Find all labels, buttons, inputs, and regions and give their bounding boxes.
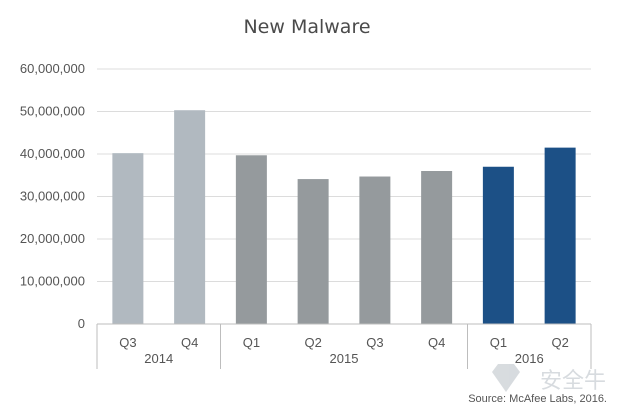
y-tick-label: 60,000,000 xyxy=(20,61,85,76)
bar-2014-q3 xyxy=(112,153,144,324)
y-tick-label: 30,000,000 xyxy=(20,189,85,204)
x-category-label: Q4 xyxy=(181,335,198,350)
x-category-label: Q2 xyxy=(304,335,321,350)
watermark: 安全牛 xyxy=(492,364,606,394)
bar-2015-q3 xyxy=(359,176,391,324)
bar-2015-q1 xyxy=(235,155,267,324)
chart-title: New Malware xyxy=(243,16,370,38)
bars xyxy=(112,110,576,324)
bar-2016-q1 xyxy=(482,166,514,324)
x-category-label: Q2 xyxy=(551,335,568,350)
y-tick-label: 0 xyxy=(78,316,85,331)
x-category-label: Q3 xyxy=(119,335,136,350)
bar-2015-q2 xyxy=(297,179,329,324)
x-category-label: Q1 xyxy=(490,335,507,350)
bar-2014-q4 xyxy=(174,110,206,324)
year-label: 2016 xyxy=(515,351,544,366)
watermark-text: 安全牛 xyxy=(540,369,606,394)
x-axis: Q3 Q4 Q1 Q2 Q3 Q4 Q1 Q2 2014 2015 2016 xyxy=(96,323,592,369)
y-tick-label: 20,000,000 xyxy=(20,231,85,246)
x-category-label: Q4 xyxy=(428,335,445,350)
y-tick-label: 10,000,000 xyxy=(20,274,85,289)
y-axis-ticks: 0 10,000,000 20,000,000 30,000,000 40,000,00… xyxy=(20,61,85,331)
source-note: Source: McAfee Labs, 2016. xyxy=(468,393,607,405)
x-category-label: Q3 xyxy=(366,335,383,350)
x-category-label: Q1 xyxy=(243,335,260,350)
y-tick-label: 50,000,000 xyxy=(20,104,85,119)
bar-2015-q4 xyxy=(421,171,453,324)
year-label: 2015 xyxy=(330,351,359,366)
year-label: 2014 xyxy=(144,351,173,366)
y-tick-label: 40,000,000 xyxy=(20,146,85,161)
gridlines xyxy=(97,68,591,282)
shield-icon xyxy=(492,364,520,392)
bar-2016-q2 xyxy=(544,147,576,324)
